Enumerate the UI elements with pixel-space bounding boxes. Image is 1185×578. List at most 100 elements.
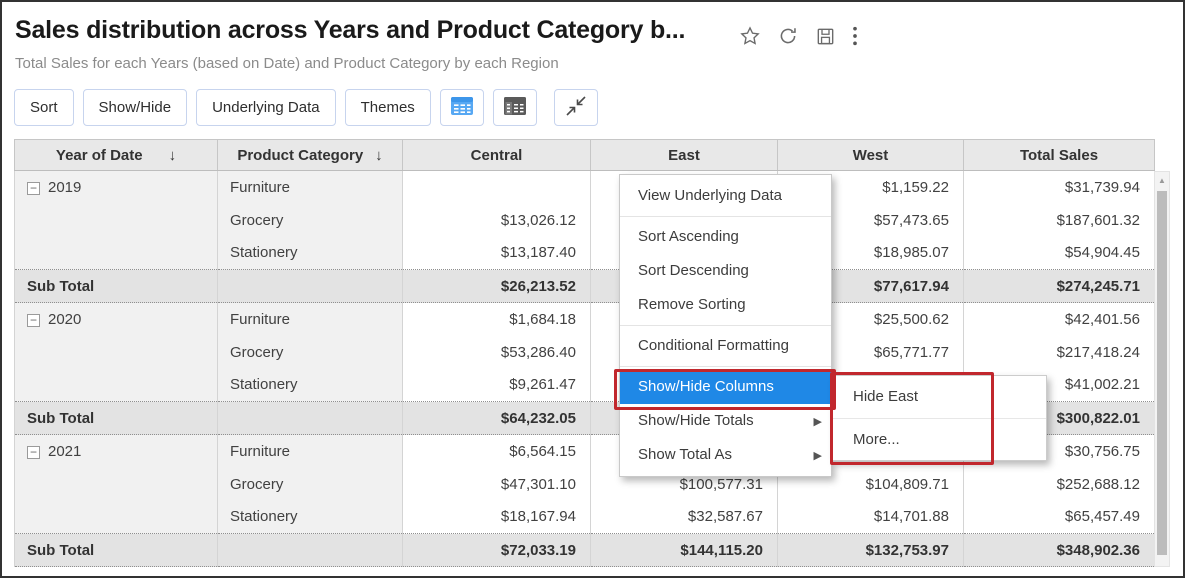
value-cell[interactable]: $9,261.47 [403,369,591,402]
column-header-central[interactable]: Central [403,140,591,171]
column-header-west[interactable]: West [778,140,964,171]
subtotal-cell[interactable]: $72,033.19 [403,534,591,567]
sort-descending-icon[interactable]: ↓ [169,147,177,164]
table-row: Stationery $13,187.40 $18,985.07 $54,904… [15,237,1155,270]
category-cell[interactable]: Stationery [218,237,403,270]
collapse-group-icon[interactable]: − [27,446,40,459]
toolbar: Sort Show/Hide Underlying Data Themes [14,89,598,126]
year-cell-empty [15,237,218,270]
year-cell-empty [15,468,218,501]
category-cell[interactable]: Stationery [218,369,403,402]
favorite-star-icon[interactable] [739,25,761,47]
header-row: Year of Date↓ Product Category↓ Central … [15,140,1155,171]
value-cell[interactable]: $14,701.88 [778,501,964,534]
underlying-data-button[interactable]: Underlying Data [196,89,336,126]
table-row: Grocery $13,026.12 $57,473.65 $187,601.3… [15,204,1155,237]
menu-item-show-hide-totals[interactable]: Show/Hide Totals▶ [620,404,831,438]
context-menu: View Underlying Data Sort Ascending Sort… [619,174,832,477]
submenu-item-hide-east[interactable]: Hide East [833,376,1046,418]
subtotal-cell[interactable]: $144,115.20 [591,534,778,567]
collapse-view-button[interactable] [554,89,598,126]
value-cell[interactable]: $1,684.18 [403,303,591,336]
menu-item-show-total-as[interactable]: Show Total As▶ [620,438,831,472]
menu-item-show-hide-columns[interactable]: Show/Hide Columns [620,370,831,404]
category-cell[interactable]: Furniture [218,435,403,468]
subtotal-cell[interactable]: $348,902.36 [964,534,1155,567]
pivot-view-button[interactable] [440,89,484,126]
year-cell-empty [15,204,218,237]
category-cell-empty [218,270,403,303]
title-actions [739,25,858,47]
menu-separator [620,216,831,217]
year-cell-empty [15,336,218,369]
collapse-arrows-icon [564,94,588,122]
more-options-kebab-icon[interactable] [852,25,858,47]
year-cell-2019[interactable]: −2019 [15,171,218,204]
value-cell[interactable]: $31,739.94 [964,171,1155,204]
submenu-item-more[interactable]: More... [833,418,1046,460]
category-cell[interactable]: Grocery [218,204,403,237]
value-cell[interactable]: $42,401.56 [964,303,1155,336]
page-title: Sales distribution across Years and Prod… [15,16,685,45]
scroll-up-icon[interactable]: ▲ [1155,176,1169,185]
menu-item-sort-descending[interactable]: Sort Descending [620,254,831,288]
value-cell[interactable]: $53,286.40 [403,336,591,369]
tabular-view-button[interactable] [493,89,537,126]
year-cell-empty [15,369,218,402]
year-cell-2021[interactable]: −2021 [15,435,218,468]
subtotal-cell[interactable]: $274,245.71 [964,270,1155,303]
table-row: −2020 Furniture $1,684.18 $25,500.62 $42… [15,303,1155,336]
value-cell[interactable]: $65,457.49 [964,501,1155,534]
show-hide-columns-submenu: Hide East More... [832,375,1047,461]
column-header-east[interactable]: East [591,140,778,171]
menu-separator [620,325,831,326]
value-cell[interactable]: $13,187.40 [403,237,591,270]
value-cell[interactable]: $6,564.15 [403,435,591,468]
refresh-icon[interactable] [777,25,799,47]
table-row: Grocery $47,301.10 $100,577.31 $104,809.… [15,468,1155,501]
value-cell[interactable] [403,171,591,204]
table-row: −2019 Furniture $1,159.22 $31,739.94 [15,171,1155,204]
subtotal-cell[interactable]: $26,213.52 [403,270,591,303]
submenu-arrow-icon: ▶ [814,405,822,439]
table-row: Grocery $53,286.40 $65,771.77 $217,418.2… [15,336,1155,369]
value-cell[interactable]: $32,587.67 [591,501,778,534]
category-cell-empty [218,534,403,567]
menu-item-conditional-formatting[interactable]: Conditional Formatting [620,329,831,363]
collapse-group-icon[interactable]: − [27,182,40,195]
year-cell-2020[interactable]: −2020 [15,303,218,336]
column-header-year-of-date[interactable]: Year of Date↓ [15,140,218,171]
scrollbar-thumb[interactable] [1157,191,1167,555]
value-cell[interactable]: $252,688.12 [964,468,1155,501]
value-cell[interactable]: $217,418.24 [964,336,1155,369]
sort-button[interactable]: Sort [14,89,74,126]
pivot-table: Year of Date↓ Product Category↓ Central … [14,139,1155,567]
category-cell-empty [218,402,403,435]
value-cell[interactable]: $54,904.45 [964,237,1155,270]
menu-item-view-underlying-data[interactable]: View Underlying Data [620,179,831,213]
category-cell[interactable]: Furniture [218,303,403,336]
value-cell[interactable]: $18,167.94 [403,501,591,534]
value-cell[interactable]: $47,301.10 [403,468,591,501]
subtotal-cell[interactable]: $132,753.97 [778,534,964,567]
category-cell[interactable]: Furniture [218,171,403,204]
category-cell[interactable]: Grocery [218,468,403,501]
themes-button[interactable]: Themes [345,89,431,126]
column-header-product-category[interactable]: Product Category↓ [218,140,403,171]
menu-item-sort-ascending[interactable]: Sort Ascending [620,220,831,254]
value-cell[interactable]: $13,026.12 [403,204,591,237]
sort-descending-icon[interactable]: ↓ [375,147,383,164]
category-cell[interactable]: Grocery [218,336,403,369]
submenu-arrow-icon: ▶ [814,439,822,473]
page-subtitle: Total Sales for each Years (based on Dat… [15,55,559,72]
column-header-total-sales[interactable]: Total Sales [964,140,1155,171]
value-cell[interactable]: $187,601.32 [964,204,1155,237]
show-hide-button[interactable]: Show/Hide [83,89,188,126]
menu-item-remove-sorting[interactable]: Remove Sorting [620,288,831,322]
save-icon[interactable] [815,26,836,47]
category-cell[interactable]: Stationery [218,501,403,534]
vertical-scrollbar[interactable]: ▲ [1154,171,1170,567]
collapse-group-icon[interactable]: − [27,314,40,327]
subtotal-cell[interactable]: $64,232.05 [403,402,591,435]
subtotal-row: Sub Total $26,213.52 $77,617.94 $274,245… [15,270,1155,303]
